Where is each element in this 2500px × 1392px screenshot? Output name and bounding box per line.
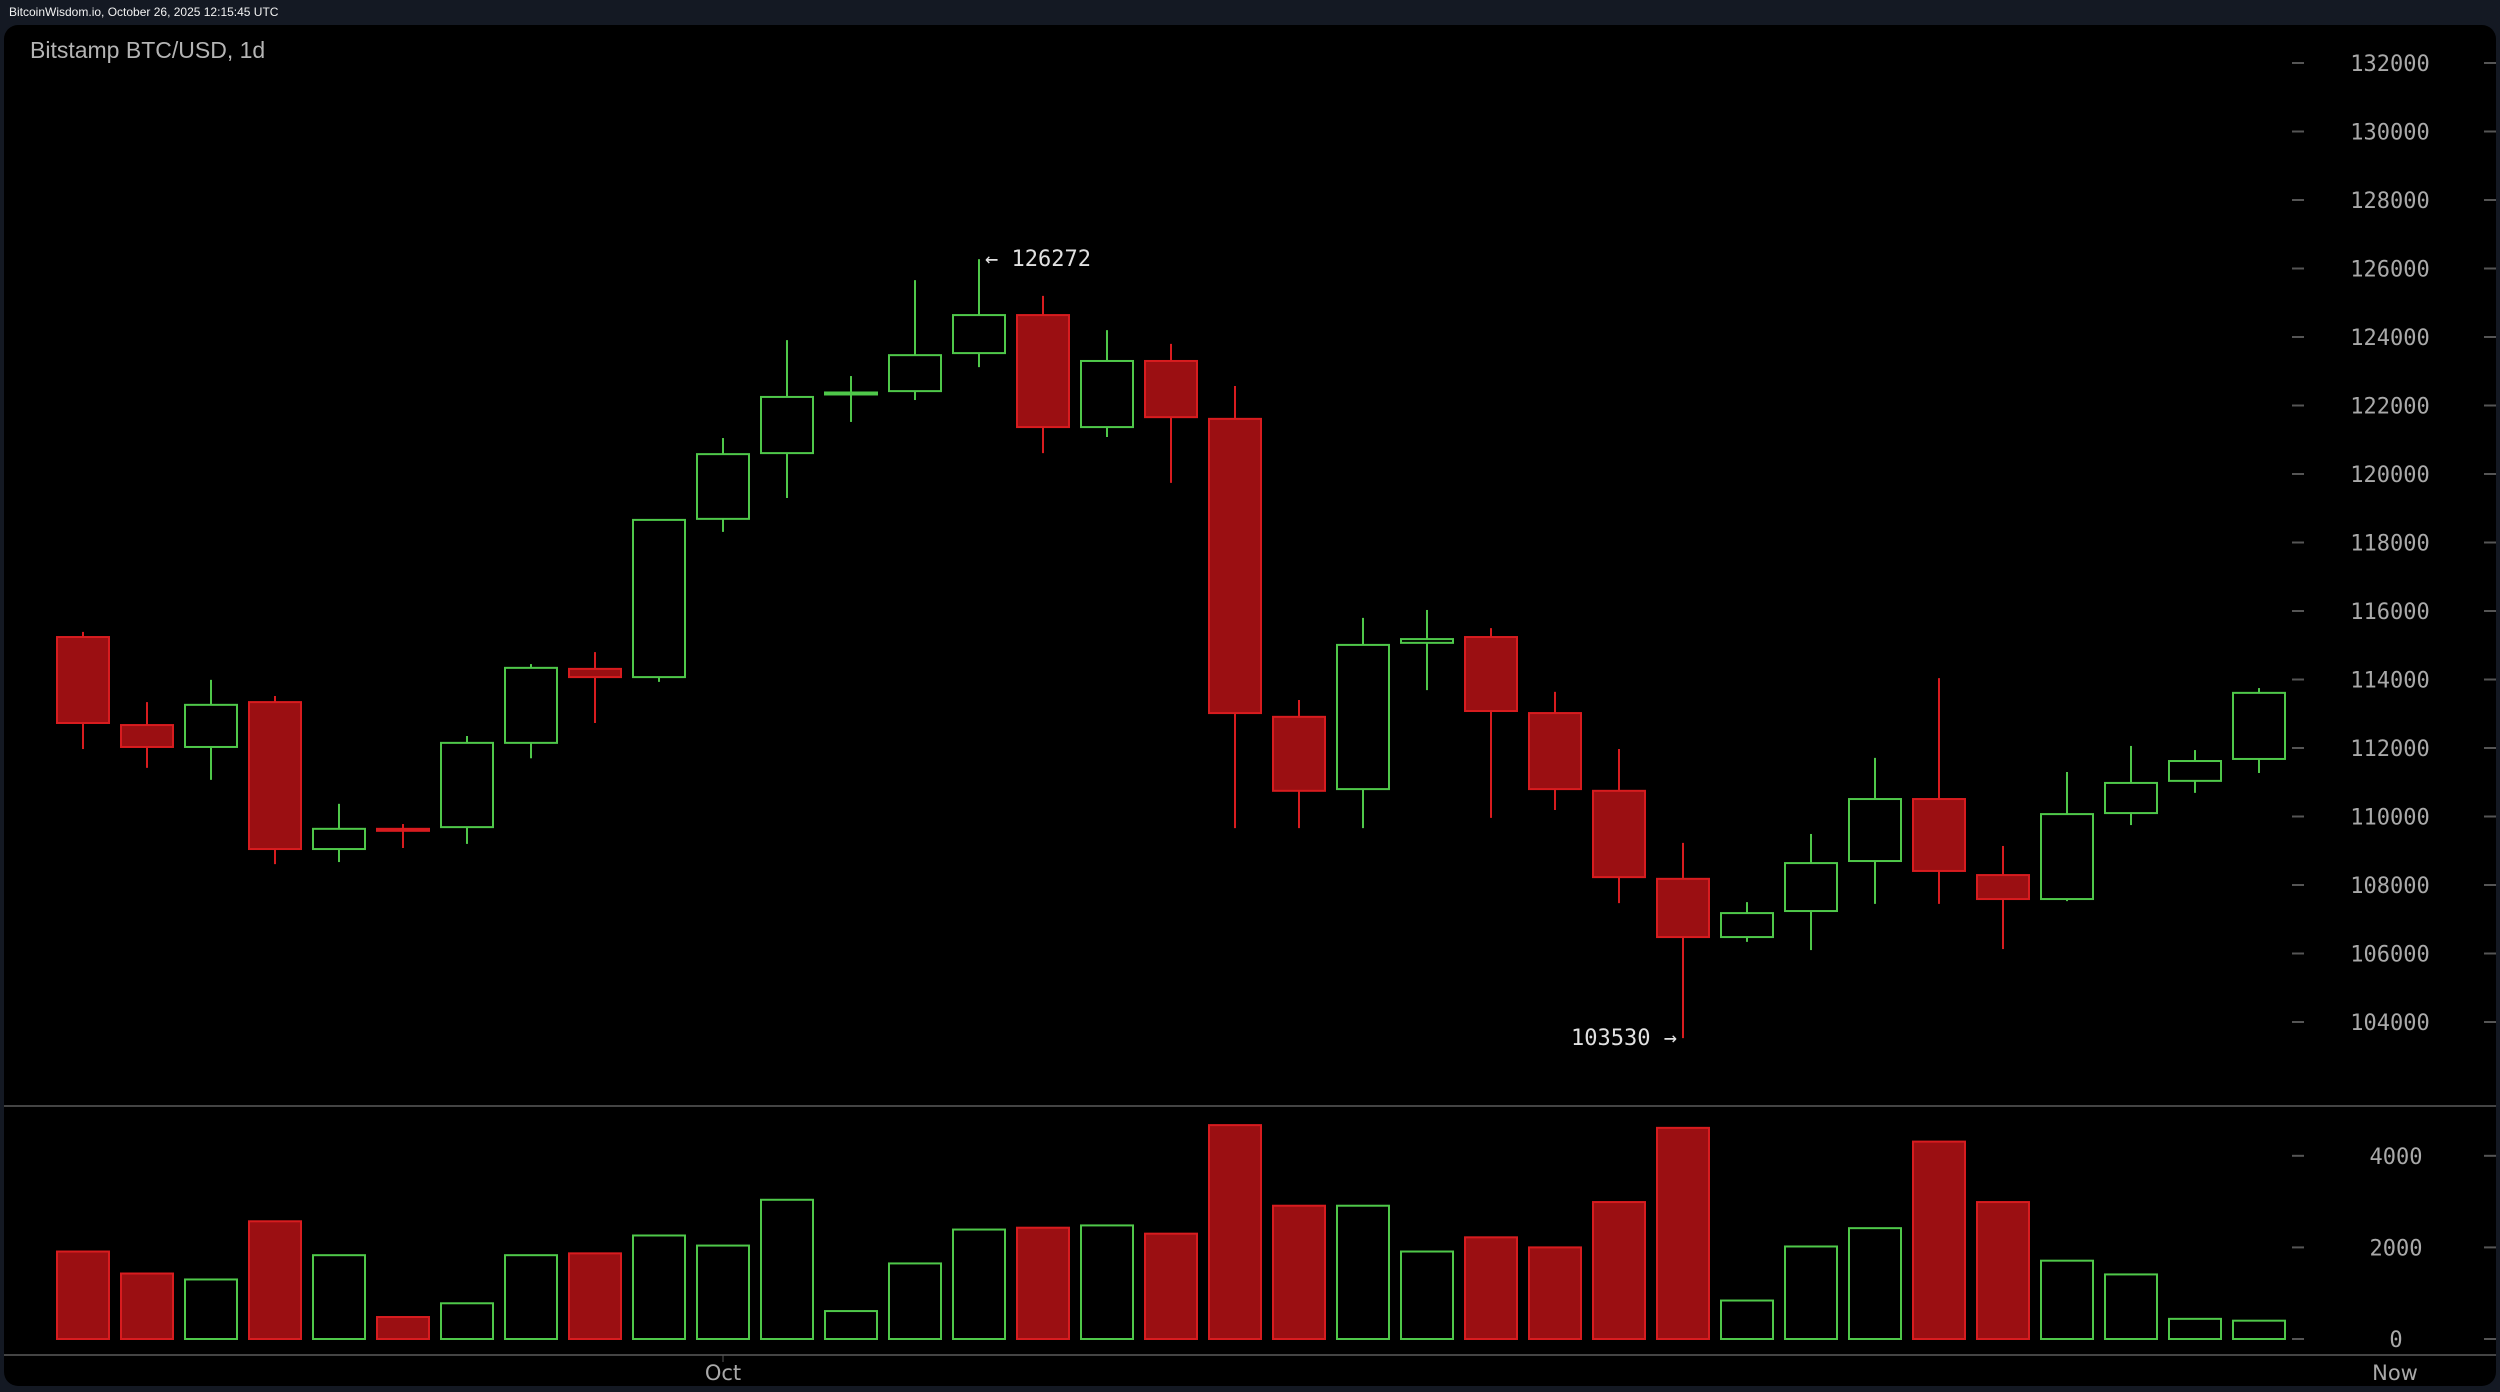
price-axis-label: 118000 xyxy=(2350,532,2429,557)
candle-up[interactable] xyxy=(2104,781,2158,815)
price-axis-label: 124000 xyxy=(2350,326,2429,351)
price-axis-label: 112000 xyxy=(2350,737,2429,762)
price-axis-label: 116000 xyxy=(2350,600,2429,625)
candle-up[interactable] xyxy=(824,391,878,396)
volume-bar-down[interactable] xyxy=(120,1272,174,1340)
candle-down[interactable] xyxy=(1144,359,1198,419)
time-label-now: Now xyxy=(2372,1361,2418,1385)
volume-bar-up[interactable] xyxy=(824,1310,878,1341)
candle-up[interactable] xyxy=(632,518,686,679)
price-axis-label: 128000 xyxy=(2350,189,2429,214)
volume-bar-up[interactable] xyxy=(1080,1224,1134,1341)
volume-bar-up[interactable] xyxy=(1784,1245,1838,1341)
volume-bar-down[interactable] xyxy=(1464,1236,1518,1340)
volume-bar-down[interactable] xyxy=(376,1316,430,1340)
volume-axis-label: 2000 xyxy=(2370,1236,2423,1261)
candle-down[interactable] xyxy=(120,724,174,748)
candle-down[interactable] xyxy=(1464,636,1518,713)
time-label-month: Oct xyxy=(705,1361,741,1385)
candle-up[interactable] xyxy=(2232,691,2286,760)
candle-up[interactable] xyxy=(2040,813,2094,901)
price-axis-label: 110000 xyxy=(2350,806,2429,831)
candle-up[interactable] xyxy=(504,666,558,744)
candle-up[interactable] xyxy=(2168,760,2222,782)
source-timestamp: BitcoinWisdom.io, October 26, 2025 12:15… xyxy=(9,5,279,19)
candle-up[interactable] xyxy=(1784,862,1838,913)
low-price-annotation: 103530 → xyxy=(1571,1026,1677,1051)
chart-panel: 104000 106000 108000 110000 112000 114000 1160… xyxy=(4,25,2496,1386)
candle-up[interactable] xyxy=(184,703,238,748)
candle-down[interactable] xyxy=(1656,877,1710,939)
volume-bar-up[interactable] xyxy=(952,1228,1006,1340)
volume-bar-down[interactable] xyxy=(56,1250,110,1340)
candle-down[interactable] xyxy=(248,701,302,851)
volume-bar-up[interactable] xyxy=(2168,1317,2222,1341)
price-axis-label: 108000 xyxy=(2350,874,2429,899)
volume-axis-label: 0 xyxy=(2389,1328,2402,1353)
volume-bar-down[interactable] xyxy=(1592,1201,1646,1340)
volume-bar-down[interactable] xyxy=(1208,1124,1262,1341)
chart-title: Bitstamp BTC/USD, 1d xyxy=(30,37,266,63)
volume-bar-up[interactable] xyxy=(632,1234,686,1340)
volume-bar-up[interactable] xyxy=(1400,1250,1454,1340)
candle-up[interactable] xyxy=(312,827,366,851)
volume-bar-down[interactable] xyxy=(1656,1126,1710,1341)
candle-up[interactable] xyxy=(440,741,494,829)
candle-up[interactable] xyxy=(1848,798,1902,863)
top-bar: BitcoinWisdom.io, October 26, 2025 12:15… xyxy=(0,0,2500,25)
volume-bar-up[interactable] xyxy=(440,1302,494,1340)
price-axis-label: 126000 xyxy=(2350,258,2429,283)
price-axis-label: 120000 xyxy=(2350,463,2429,488)
candle-down[interactable] xyxy=(1976,874,2030,901)
candle-down[interactable] xyxy=(1592,789,1646,879)
candle-down[interactable] xyxy=(1912,798,1966,872)
candle-up[interactable] xyxy=(1720,912,1774,939)
candle-up[interactable] xyxy=(1336,643,1390,791)
candle-up[interactable] xyxy=(1080,359,1134,429)
volume-bar-down[interactable] xyxy=(1976,1201,2030,1340)
price-axis-label: 132000 xyxy=(2350,52,2429,77)
volume-bar-down[interactable] xyxy=(1272,1204,1326,1341)
price-axis-label: 130000 xyxy=(2350,121,2429,146)
price-axis-label: 114000 xyxy=(2350,669,2429,694)
volume-axis-label: 4000 xyxy=(2370,1145,2423,1170)
candle-down[interactable] xyxy=(56,636,110,724)
volume-bar-up[interactable] xyxy=(184,1278,238,1340)
candle-down[interactable] xyxy=(376,827,430,832)
candle-down[interactable] xyxy=(1208,417,1262,715)
candlestick-chart[interactable]: 104000 106000 108000 110000 112000 114000 1160… xyxy=(4,25,2496,1386)
volume-bar-up[interactable] xyxy=(2040,1259,2094,1341)
candle-down[interactable] xyxy=(1016,314,1070,429)
volume-bar-down[interactable] xyxy=(248,1220,302,1340)
candle-down[interactable] xyxy=(568,667,622,679)
volume-bar-down[interactable] xyxy=(568,1252,622,1340)
volume-bar-up[interactable] xyxy=(1720,1299,1774,1340)
candle-up[interactable] xyxy=(1400,638,1454,644)
volume-bar-up[interactable] xyxy=(2104,1273,2158,1340)
price-axis-label: 104000 xyxy=(2350,1011,2429,1036)
candle-up[interactable] xyxy=(760,395,814,455)
volume-bar-up[interactable] xyxy=(1336,1204,1390,1341)
price-axis-label: 122000 xyxy=(2350,395,2429,420)
volume-bar-up[interactable] xyxy=(2232,1319,2286,1341)
volume-bar-up[interactable] xyxy=(760,1198,814,1340)
volume-bar-up[interactable] xyxy=(1848,1227,1902,1340)
volume-bar-down[interactable] xyxy=(1912,1140,1966,1341)
volume-bar-up[interactable] xyxy=(312,1254,366,1341)
volume-bar-up[interactable] xyxy=(504,1254,558,1341)
high-price-annotation: ← 126272 xyxy=(985,247,1091,272)
volume-bar-down[interactable] xyxy=(1016,1226,1070,1341)
candle-down[interactable] xyxy=(1528,712,1582,791)
volume-bar-down[interactable] xyxy=(1144,1232,1198,1341)
volume-bar-up[interactable] xyxy=(696,1244,750,1340)
price-axis-label: 106000 xyxy=(2350,943,2429,968)
candle-up[interactable] xyxy=(952,314,1006,355)
volume-bar-up[interactable] xyxy=(888,1262,942,1341)
candle-up[interactable] xyxy=(696,453,750,520)
volume-bar-down[interactable] xyxy=(1528,1246,1582,1341)
candle-up[interactable] xyxy=(888,354,942,393)
candle-down[interactable] xyxy=(1272,715,1326,792)
